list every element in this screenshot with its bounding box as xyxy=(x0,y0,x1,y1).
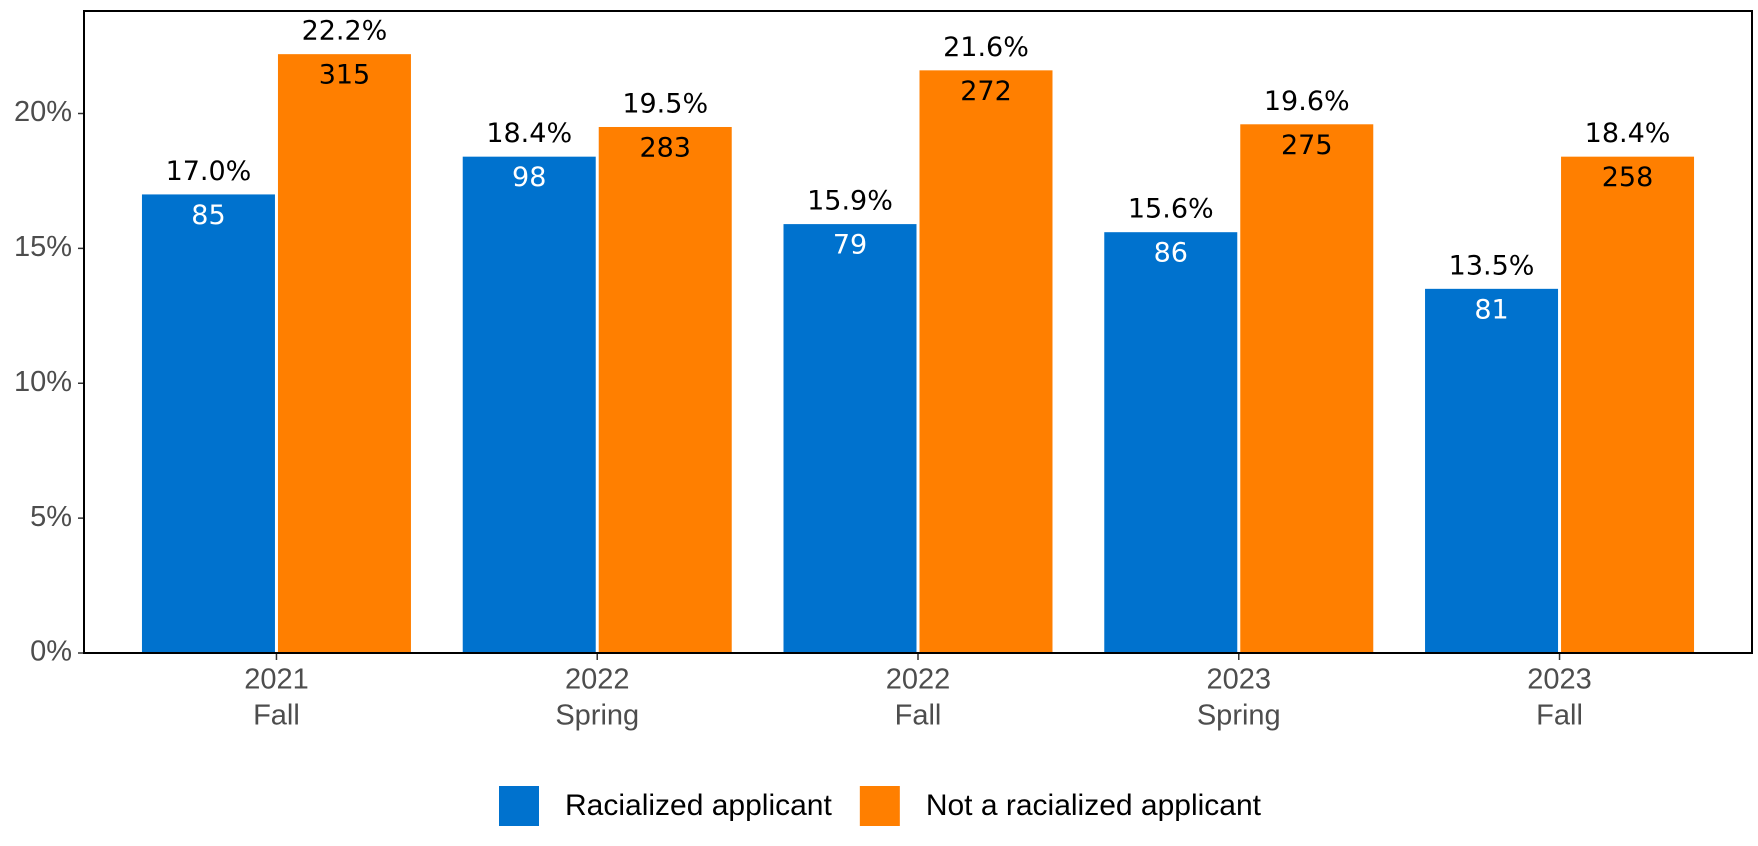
y-tick-label: 10% xyxy=(14,366,72,398)
count-label: 85 xyxy=(191,200,225,231)
x-tick-label: Fall xyxy=(253,700,300,732)
bar xyxy=(1561,156,1695,653)
x-tick-label: 2022 xyxy=(886,664,951,696)
count-label: 258 xyxy=(1602,162,1654,193)
count-label: 81 xyxy=(1474,294,1508,325)
legend-label: Racialized applicant xyxy=(565,789,832,822)
x-tick-label: Fall xyxy=(1536,700,1583,732)
count-label: 315 xyxy=(319,60,371,91)
value-label: 18.4% xyxy=(1585,118,1671,149)
bar xyxy=(1425,288,1559,653)
bar xyxy=(1104,232,1238,653)
value-label: 17.0% xyxy=(166,156,252,187)
bar xyxy=(1240,124,1374,653)
bar xyxy=(141,194,275,653)
count-label: 86 xyxy=(1154,238,1188,269)
value-label: 21.6% xyxy=(943,32,1029,63)
bar xyxy=(277,54,411,653)
count-label: 98 xyxy=(512,162,546,193)
y-tick-label: 5% xyxy=(30,501,72,533)
value-label: 19.5% xyxy=(622,88,708,119)
count-label: 283 xyxy=(639,132,691,163)
plot-frame xyxy=(83,10,1753,654)
y-tick-label: 20% xyxy=(14,96,72,128)
legend-label: Not a racialized applicant xyxy=(926,789,1262,822)
y-tick-label: 15% xyxy=(14,231,72,263)
value-label: 18.4% xyxy=(486,118,572,149)
value-label: 19.6% xyxy=(1264,86,1350,117)
legend-swatch xyxy=(859,786,900,826)
x-tick-label: 2023 xyxy=(1207,664,1272,696)
count-label: 79 xyxy=(833,230,867,261)
x-tick-label: Spring xyxy=(555,700,639,732)
count-label: 275 xyxy=(1281,130,1333,161)
bar xyxy=(919,70,1053,653)
value-label: 15.6% xyxy=(1128,194,1214,225)
x-tick-label: 2022 xyxy=(565,664,630,696)
value-label: 13.5% xyxy=(1449,250,1535,281)
count-label: 272 xyxy=(960,76,1012,107)
value-label: 22.2% xyxy=(302,16,388,47)
x-tick-label: 2021 xyxy=(244,664,309,696)
y-tick-label: 0% xyxy=(30,636,72,668)
legend-swatch xyxy=(499,786,539,826)
bar xyxy=(462,156,596,653)
bar xyxy=(783,224,917,654)
bar xyxy=(598,126,732,654)
x-tick-label: Fall xyxy=(895,700,942,732)
x-tick-label: Spring xyxy=(1197,700,1281,732)
value-label: 15.9% xyxy=(807,186,893,217)
x-tick-label: 2023 xyxy=(1527,664,1592,696)
